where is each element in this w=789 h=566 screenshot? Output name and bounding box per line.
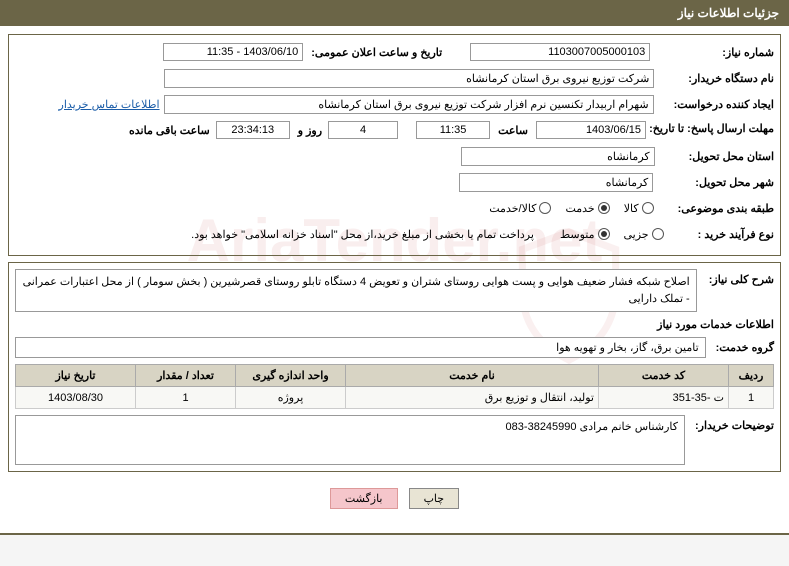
countdown-value: 23:34:13 <box>216 121 290 139</box>
radio-goods-label: کالا <box>624 202 639 215</box>
footer-border <box>0 533 789 535</box>
print-button[interactable]: چاپ <box>409 488 460 509</box>
cell-date: 1403/08/30 <box>16 387 136 409</box>
row-delivery-city: شهر محل تحویل: کرمانشاه <box>15 171 774 193</box>
service-group-label: گروه خدمت: <box>716 341 774 354</box>
category-label: طبقه بندی موضوعی: <box>678 202 774 215</box>
th-code: کد خدمت <box>599 365 729 387</box>
services-title: اطلاعات خدمات مورد نیاز <box>19 318 774 331</box>
row-requester: ایجاد کننده درخواست: شهرام اربیدار تکنسی… <box>15 93 774 115</box>
radio-circle-checked-icon <box>598 202 610 214</box>
row-buyer-org: نام دستگاه خریدار: شرکت توزیع نیروی برق … <box>15 67 774 89</box>
buyer-notes-label: توضیحات خریدار: <box>695 415 774 465</box>
desc-label: شرح کلی نیاز: <box>709 269 774 286</box>
radio-partial[interactable]: جزیی <box>624 228 664 241</box>
page-header: جزئیات اطلاعات نیاز <box>0 0 789 26</box>
contact-buyer-link[interactable]: اطلاعات تماس خریدار <box>59 98 160 111</box>
process-radio-group: جزیی متوسط <box>560 228 664 241</box>
delivery-province-label: استان محل تحویل: <box>689 150 774 163</box>
th-name: نام خدمت <box>346 365 599 387</box>
delivery-city-label: شهر محل تحویل: <box>695 176 774 189</box>
details-panel: شرح کلی نیاز: اصلاح شبکه فشار ضعیف هوایی… <box>8 262 781 472</box>
deadline-date: 1403/06/15 <box>536 121 646 139</box>
radio-medium[interactable]: متوسط <box>560 228 610 241</box>
back-button[interactable]: بازگشت <box>330 488 398 509</box>
deadline-time: 11:35 <box>416 121 490 139</box>
deadline-label: مهلت ارسال پاسخ: تا تاریخ: <box>654 123 774 136</box>
radio-goods-service-label: کالا/خدمت <box>489 202 536 215</box>
days-remaining: 4 <box>328 121 398 139</box>
table-header-row: ردیف کد خدمت نام خدمت واحد اندازه گیری ت… <box>16 365 774 387</box>
table-row: 1 ت -35-351 تولید، انتقال و توزیع برق پر… <box>16 387 774 409</box>
cell-name: تولید، انتقال و توزیع برق <box>346 387 599 409</box>
requester-label: ایجاد کننده درخواست: <box>674 98 774 111</box>
radio-goods[interactable]: کالا <box>624 202 654 215</box>
th-date: تاریخ نیاز <box>16 365 136 387</box>
row-process-type: نوع فرآیند خرید : جزیی متوسط پرداخت تمام… <box>15 223 774 245</box>
cell-code: ت -35-351 <box>599 387 729 409</box>
radio-medium-label: متوسط <box>560 228 595 241</box>
buyer-org-label: نام دستگاه خریدار: <box>688 72 774 85</box>
radio-goods-service[interactable]: کالا/خدمت <box>489 202 551 215</box>
th-row: ردیف <box>729 365 774 387</box>
row-category: طبقه بندی موضوعی: کالا خدمت کالا/خدمت <box>15 197 774 219</box>
cell-unit: پروژه <box>236 387 346 409</box>
process-type-label: نوع فرآیند خرید : <box>698 228 774 241</box>
content-area: AriaTender.net شماره نیاز: 1103007005000… <box>0 26 789 533</box>
main-container: جزئیات اطلاعات نیاز AriaTender.net شماره… <box>0 0 789 535</box>
row-description: شرح کلی نیاز: اصلاح شبکه فشار ضعیف هوایی… <box>15 269 774 312</box>
radio-circle-icon <box>539 202 551 214</box>
announce-label: تاریخ و ساعت اعلان عمومی: <box>311 46 442 59</box>
service-group-value: تامین برق، گاز، بخار و تهویه هوا <box>15 337 706 358</box>
requester-value: شهرام اربیدار تکنسین نرم افزار شرکت توزی… <box>164 95 654 114</box>
remaining-label: ساعت باقی مانده <box>129 124 210 137</box>
radio-partial-label: جزیی <box>624 228 649 241</box>
buyer-notes-text: کارشناس خانم مرادی 38245990-083 <box>15 415 685 465</box>
cell-qty: 1 <box>136 387 236 409</box>
desc-text: اصلاح شبکه فشار ضعیف هوایی و پست هوایی ر… <box>15 269 697 312</box>
services-table: ردیف کد خدمت نام خدمت واحد اندازه گیری ت… <box>15 364 774 409</box>
button-row: چاپ بازگشت <box>8 478 781 525</box>
row-deadline: مهلت ارسال پاسخ: تا تاریخ: 1403/06/15 سا… <box>15 119 774 141</box>
row-service-group: گروه خدمت: تامین برق، گاز، بخار و تهویه … <box>15 337 774 358</box>
need-number-value: 1103007005000103 <box>470 43 650 61</box>
need-number-label: شماره نیاز: <box>722 46 774 59</box>
time-label: ساعت <box>498 124 528 137</box>
page-title: جزئیات اطلاعات نیاز <box>678 6 779 20</box>
radio-service-label: خدمت <box>565 202 594 215</box>
th-unit: واحد اندازه گیری <box>236 365 346 387</box>
category-radio-group: کالا خدمت کالا/خدمت <box>489 202 653 215</box>
th-qty: تعداد / مقدار <box>136 365 236 387</box>
payment-note: پرداخت تمام یا بخشی از مبلغ خرید،از محل … <box>191 228 534 241</box>
days-and-label: روز و <box>298 124 322 137</box>
info-panel: شماره نیاز: 1103007005000103 تاریخ و ساع… <box>8 34 781 256</box>
row-buyer-notes: توضیحات خریدار: کارشناس خانم مرادی 38245… <box>15 415 774 465</box>
radio-service[interactable]: خدمت <box>565 202 609 215</box>
row-delivery-province: استان محل تحویل: کرمانشاه <box>15 145 774 167</box>
delivery-province-value: کرمانشاه <box>461 147 655 166</box>
announce-value: 1403/06/10 - 11:35 <box>163 43 303 61</box>
buyer-org-value: شرکت توزیع نیروی برق استان کرمانشاه <box>164 69 654 88</box>
radio-circle-icon <box>652 228 664 240</box>
radio-circle-icon <box>642 202 654 214</box>
radio-circle-checked-icon <box>598 228 610 240</box>
row-need-number: شماره نیاز: 1103007005000103 تاریخ و ساع… <box>15 41 774 63</box>
cell-rownum: 1 <box>729 387 774 409</box>
delivery-city-value: کرمانشاه <box>459 173 653 192</box>
